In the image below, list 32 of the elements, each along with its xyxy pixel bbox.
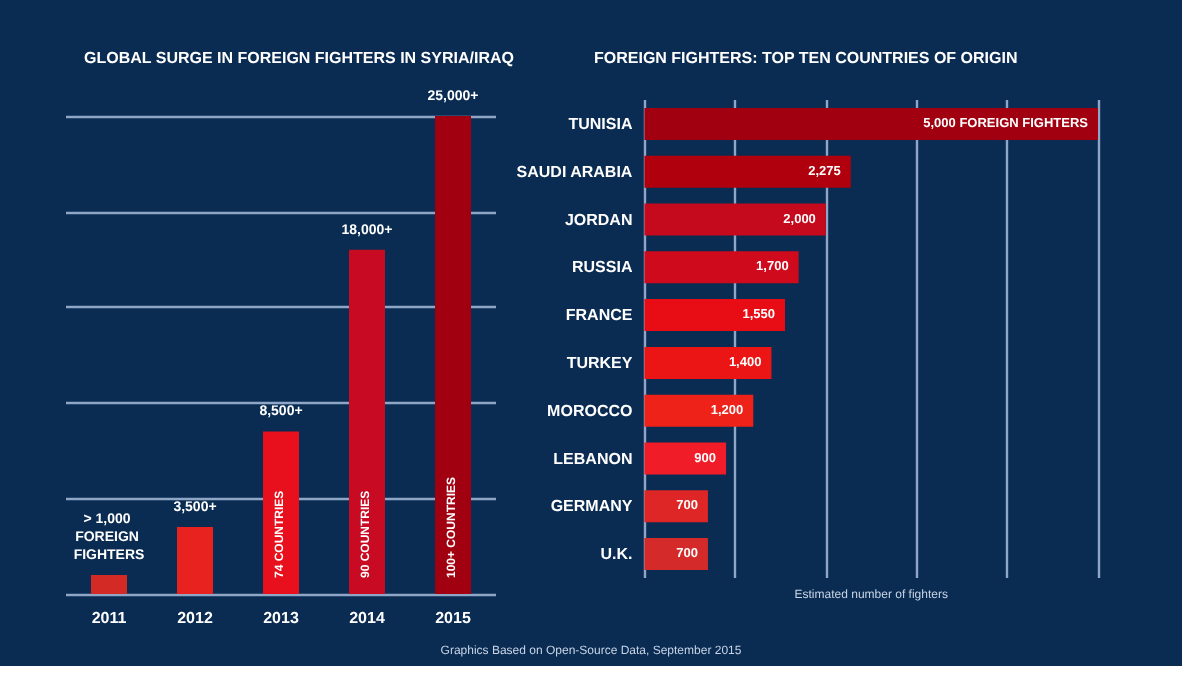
y-tick-label: JORDAN — [564, 210, 633, 229]
x-tick-label: 2013 — [263, 609, 300, 627]
y-tick-label: FRANCE — [565, 306, 634, 325]
bar — [263, 431, 299, 594]
bar — [91, 574, 127, 594]
bar — [644, 155, 851, 188]
bar — [644, 394, 754, 427]
chart-title: GLOBAL SURGE IN FOREIGN FIGHTERS IN SYRIA/IRAQ — [84, 49, 514, 67]
bar — [644, 203, 826, 236]
bar — [177, 527, 213, 594]
y-tick-label: TUNISIA — [568, 114, 633, 133]
bar — [644, 442, 727, 475]
x-tick-label: 2014 — [349, 609, 386, 627]
y-tick-label: U.K. — [600, 545, 633, 564]
bar — [644, 490, 708, 523]
x-tick-label: 2015 — [435, 609, 472, 627]
y-tick-label: LEBANON — [553, 449, 633, 468]
bar — [644, 538, 708, 571]
bar — [435, 116, 471, 594]
bar — [644, 346, 772, 379]
y-tick-label: TURKEY — [566, 353, 634, 372]
bar — [644, 107, 1098, 140]
y-tick-label: GERMANY — [550, 497, 634, 516]
y-tick-label: SAUDI ARABIA — [516, 162, 633, 181]
y-tick-label: RUSSIA — [571, 258, 633, 277]
bar — [644, 299, 786, 332]
bar — [644, 251, 799, 284]
x-tick-label: 2011 — [91, 609, 128, 627]
bar — [349, 249, 385, 594]
x-tick-label: 2012 — [177, 609, 214, 627]
chart-title: FOREIGN FIGHTERS: TOP TEN COUNTRIES OF ORIGIN — [594, 49, 1018, 67]
y-tick-label: MOROCCO — [547, 401, 633, 420]
